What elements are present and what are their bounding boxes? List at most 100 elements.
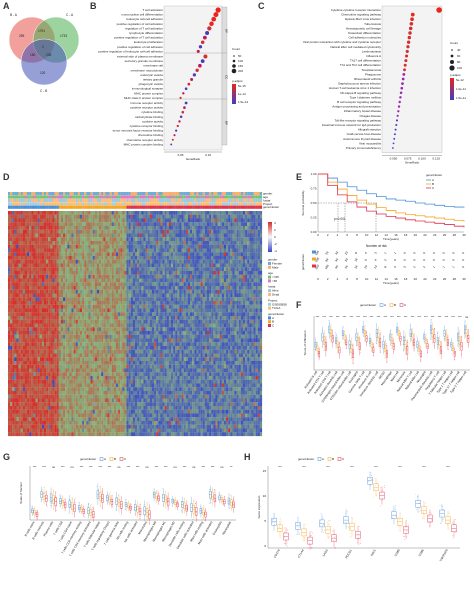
heatmap-cell xyxy=(194,271,197,275)
heatmap-cell xyxy=(84,297,87,302)
heatmap-cell xyxy=(234,263,237,268)
heatmap-cell xyxy=(132,331,136,335)
heatmap-cell xyxy=(130,218,133,223)
heatmap-cell xyxy=(223,308,227,313)
heatmap-cell xyxy=(223,259,227,264)
heatmap-cell xyxy=(39,271,42,275)
heatmap-cell xyxy=(22,233,26,238)
heatmap-cell xyxy=(20,244,23,249)
heatmap-cell xyxy=(135,248,138,253)
heatmap-cell xyxy=(187,263,191,268)
heatmap-cell xyxy=(8,211,11,215)
heatmap-cell xyxy=(255,222,258,227)
heatmap-cell xyxy=(137,226,140,230)
heatmap-cell xyxy=(126,308,129,313)
heatmap-cell xyxy=(63,293,66,298)
heatmap-cell xyxy=(236,241,239,245)
heatmap-cell xyxy=(223,323,227,328)
heatmap-cell xyxy=(77,319,81,324)
heatmap-cell xyxy=(115,312,119,317)
heatmap-cell xyxy=(8,334,11,339)
heatmap-cell xyxy=(105,319,108,324)
heatmap-cell xyxy=(228,293,231,298)
heatmap-cell xyxy=(29,263,32,268)
annotation-cell xyxy=(213,202,216,206)
heatmap-cell xyxy=(111,222,114,227)
heatmap-cell xyxy=(257,226,260,230)
heatmap-cell xyxy=(10,312,13,317)
heatmap-cell xyxy=(160,334,163,339)
heatmap-cell xyxy=(12,263,15,268)
heatmap-cell xyxy=(164,244,167,249)
heatmap-cell xyxy=(160,289,163,294)
annotation-cell xyxy=(223,202,227,206)
annotation-cell xyxy=(154,192,157,196)
heatmap-cell xyxy=(101,319,104,324)
legend-count-dot xyxy=(450,60,454,64)
heatmap-cell xyxy=(111,218,114,223)
venn-count-6: 120 xyxy=(40,71,46,75)
heatmap-cell xyxy=(132,211,136,215)
heatmap-cell xyxy=(145,256,148,260)
heatmap-cell xyxy=(52,304,55,309)
heatmap-cell xyxy=(168,278,172,283)
annotation-cell xyxy=(71,198,74,202)
heatmap-cell xyxy=(194,331,197,335)
heatmap-cell xyxy=(185,293,189,298)
heatmap-cell xyxy=(99,289,102,294)
heatmap-cell xyxy=(90,289,93,294)
heatmap-cell xyxy=(196,278,199,283)
heatmap-cell xyxy=(221,218,224,223)
heatmap-cell xyxy=(253,334,256,339)
heatmap-cell xyxy=(183,226,186,230)
heatmap-cell xyxy=(124,297,127,302)
heatmap-cell xyxy=(88,312,91,317)
heatmap-cell xyxy=(122,252,125,257)
heatmap-cell xyxy=(215,211,218,215)
heatmap-cell xyxy=(249,282,252,287)
heatmap-cell xyxy=(115,241,119,245)
heatmap-cell xyxy=(200,214,203,219)
heatmap-cell xyxy=(187,229,191,234)
heatmap-cell xyxy=(245,259,248,264)
heatmap-cell xyxy=(247,256,250,260)
heatmap-cell xyxy=(33,267,36,272)
heatmap-cell xyxy=(141,308,144,313)
heatmap-cell xyxy=(130,226,133,230)
heatmap-cell xyxy=(249,222,252,227)
heatmap-cell xyxy=(103,289,106,294)
heatmap-cell xyxy=(223,304,227,309)
annotation-cell xyxy=(43,195,47,199)
heatmap-cell xyxy=(99,211,102,215)
heatmap-cell xyxy=(209,222,212,227)
heatmap-cell xyxy=(84,233,87,238)
annotation-cell xyxy=(245,202,248,206)
heatmap-cell xyxy=(128,316,131,320)
heatmap-cell xyxy=(170,226,174,230)
heatmap-cell xyxy=(147,214,150,219)
heatmap-cell xyxy=(52,222,55,227)
heatmap-cell xyxy=(58,293,62,298)
heatmap-cell xyxy=(234,316,237,320)
heatmap-cell xyxy=(73,282,76,287)
heatmap-cell xyxy=(113,319,117,324)
heatmap-cell xyxy=(245,229,248,234)
term-label: endocytic vesicle xyxy=(140,73,163,77)
heatmap-cell xyxy=(132,244,136,249)
annotation-cell xyxy=(204,202,208,206)
heatmap-cell xyxy=(154,323,157,328)
heatmap-cell xyxy=(251,331,254,335)
heatmap-cell xyxy=(65,312,68,317)
heatmap-cell xyxy=(96,312,100,317)
heatmap-cell xyxy=(63,267,66,272)
heatmap-cell xyxy=(37,214,40,219)
heatmap-cell xyxy=(232,297,235,302)
term-label: MHC protein complex xyxy=(134,91,163,95)
heatmap-cell xyxy=(196,218,199,223)
heatmap-cell xyxy=(54,237,57,242)
annotation-cell xyxy=(109,202,112,206)
heatmap-cell xyxy=(139,233,142,238)
heatmap-cell xyxy=(177,327,180,332)
heatmap-cell xyxy=(232,319,235,324)
heatmap-cell xyxy=(50,334,53,339)
